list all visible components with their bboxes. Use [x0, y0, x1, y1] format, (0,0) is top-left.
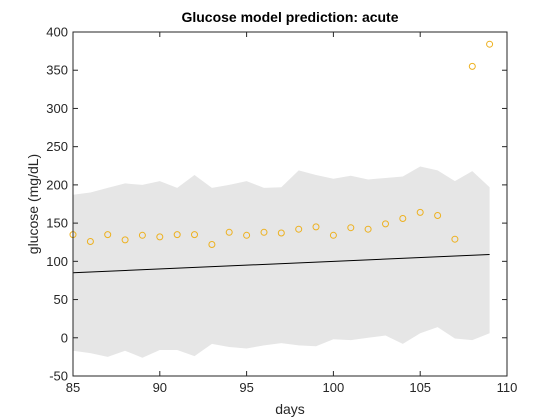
x-axis-label: days [275, 401, 305, 417]
observed-point [468, 62, 476, 70]
observed-point [295, 225, 303, 233]
plot-frame [72, 31, 508, 377]
observed-point [173, 231, 181, 239]
observed-point [260, 228, 268, 236]
y-tick-label: 250 [46, 139, 68, 154]
prediction-line [72, 254, 490, 274]
tick-layer: 85 90 95 100 105 110 -50 0 50 100 150 200 250 300 350 4… [46, 25, 517, 396]
observed-point [382, 220, 389, 228]
observed-point [121, 236, 129, 244]
confidence-band [73, 166, 490, 358]
observed-point [416, 208, 424, 216]
observed-point [156, 233, 164, 241]
y-tick-label: 400 [46, 25, 68, 40]
y-tick-label: 200 [46, 177, 68, 192]
observed-point [399, 215, 407, 222]
observed-point [208, 241, 216, 248]
observed-point [364, 225, 372, 233]
confidence-band-layer [73, 166, 490, 358]
observed-point [138, 231, 146, 239]
observed-point [329, 231, 337, 239]
observed-point [243, 231, 251, 239]
observed-point [225, 228, 233, 236]
y-tick-label: 0 [61, 330, 68, 345]
x-tick-label: 95 [239, 380, 253, 395]
x-tick-label: 100 [323, 380, 345, 395]
y-axis-label: glucose (mg/dL) [25, 154, 41, 254]
x-tick-label: 110 [497, 380, 518, 395]
observed-point [86, 238, 94, 245]
observed-point [486, 40, 494, 48]
observed-point [434, 212, 442, 219]
observed-point [347, 224, 355, 232]
observed-point [451, 235, 459, 243]
observed-point [312, 223, 320, 231]
y-tick-label: 50 [54, 292, 68, 307]
y-tick-label: 350 [46, 63, 68, 78]
y-tick-label: 100 [46, 254, 68, 269]
observed-point [277, 229, 285, 237]
y-tick-label: -50 [49, 369, 68, 384]
x-tick-label: 105 [409, 380, 431, 395]
chart-title: Glucose model prediction: acute [181, 9, 398, 25]
x-tick-label: 90 [153, 380, 167, 395]
observed-point [191, 231, 198, 239]
x-tick-label: 85 [66, 380, 80, 395]
y-tick-label: 150 [46, 216, 68, 231]
y-tick-label: 300 [46, 101, 68, 116]
observed-point [104, 231, 112, 239]
